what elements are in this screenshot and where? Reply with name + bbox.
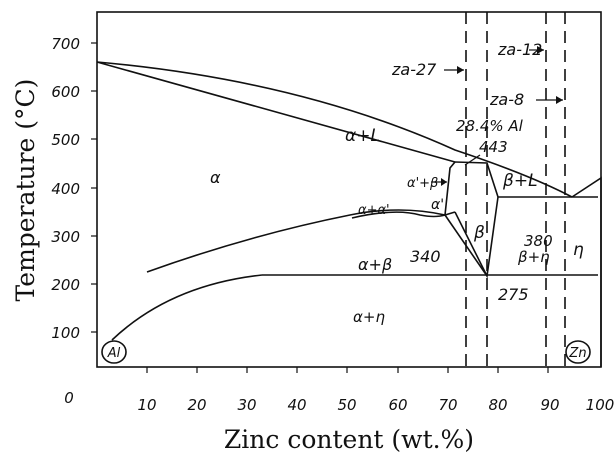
alpha-prime-left [444, 161, 456, 217]
solvus-lower [111, 274, 263, 341]
za12-label: za-12 [497, 40, 542, 59]
alpha-l-label: α+L [345, 126, 380, 146]
composition-note: 28.4% Al [456, 117, 524, 135]
x-tick-label: 0 [64, 389, 74, 407]
liquidus-upper [96, 61, 573, 198]
x-tick-label: 90 [540, 396, 559, 414]
alloy-lines [465, 12, 566, 367]
x-tick-label: 30 [237, 396, 256, 414]
y-tick-label: 600 [51, 83, 80, 101]
temp-380: 380 [524, 232, 553, 250]
temp-443: 443 [479, 138, 508, 156]
x-tick-label: 70 [438, 396, 457, 414]
alpha-alpha-prime-dome [351, 211, 446, 219]
zn-liquidus [571, 176, 602, 367]
y-tick-label: 300 [51, 228, 80, 246]
al-circle [101, 340, 127, 364]
beta-l-label: β+L [502, 171, 538, 191]
alloy-callouts: za-27 za-12 za-8 [391, 40, 563, 109]
y-tick-label: 100 [51, 324, 80, 342]
beta-region-boundary [454, 161, 499, 279]
x-tick-label: 100 [586, 396, 615, 414]
x-axis-label: Zinc content (wt.%) [224, 425, 474, 454]
y-tick-label: 400 [51, 180, 80, 198]
y-axis-label: Temperature (°C) [11, 79, 40, 302]
zn-circle [565, 340, 591, 364]
alpha1-beta-label: α'+β [407, 176, 438, 191]
endpoint-markers: Al Zn [101, 340, 591, 364]
alpha-alpha1-label: α+α' [358, 203, 390, 218]
al-label: Al [107, 346, 121, 361]
temp-275: 275 [498, 285, 529, 304]
alpha-beta-label: α+β [358, 255, 392, 274]
solvus-upper [146, 209, 446, 273]
phase-boundaries [96, 61, 602, 367]
temp-340: 340 [410, 247, 441, 266]
za8-label: za-8 [489, 90, 524, 109]
x-tick-label: 40 [287, 396, 306, 414]
zn-label: Zn [568, 346, 586, 361]
y-tick-label: 500 [51, 131, 80, 149]
liquidus-lower [96, 61, 456, 163]
phase-labels: α α+L α'+β α+α' α' α+β β β+L β+η η α+η [210, 126, 584, 326]
eta-label: η [573, 240, 584, 260]
x-tick-label: 80 [488, 396, 507, 414]
x-tick-label: 50 [337, 396, 356, 414]
x-tick-label: 60 [388, 396, 407, 414]
beta-eta-label: β+η [517, 248, 550, 266]
x-tick-labels: 0 10 20 30 40 50 60 70 80 90 100 [64, 389, 614, 414]
alpha-label: α [210, 168, 221, 187]
x-ticks [146, 367, 549, 373]
za27-label: za-27 [391, 60, 437, 79]
x-tick-label: 20 [187, 396, 206, 414]
beta-label: β [473, 223, 485, 243]
y-tick-labels: 100 200 300 400 500 600 700 [51, 35, 80, 342]
annotations: 28.4% Al 443 380 340 275 [410, 117, 553, 304]
y-tick-label: 200 [51, 276, 80, 294]
alpha-eta-label: α+η [353, 308, 385, 326]
x-tick-label: 10 [137, 396, 156, 414]
alpha1-label: α' [431, 197, 444, 213]
y-ticks [91, 42, 97, 333]
y-tick-label: 700 [51, 35, 80, 53]
